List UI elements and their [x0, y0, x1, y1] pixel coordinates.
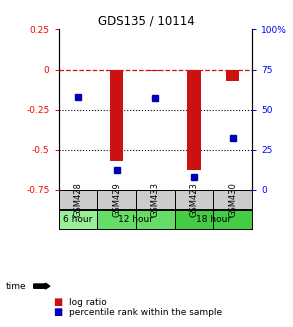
Text: GSM423: GSM423 [190, 182, 198, 217]
Text: log ratio: log ratio [69, 298, 107, 307]
Bar [187, 70, 201, 170]
Bar [226, 70, 239, 81]
Text: GDS135 / 10114: GDS135 / 10114 [98, 15, 195, 28]
Text: ■: ■ [53, 298, 62, 307]
FancyBboxPatch shape [97, 210, 175, 229]
Bar [149, 70, 162, 71]
Text: ■: ■ [53, 307, 62, 317]
Text: 12 hour: 12 hour [118, 215, 154, 224]
Text: GSM428: GSM428 [74, 182, 82, 217]
Bar [110, 70, 123, 161]
Text: GSM430: GSM430 [228, 182, 237, 217]
FancyBboxPatch shape [59, 210, 97, 229]
Text: 6 hour: 6 hour [63, 215, 93, 224]
Text: percentile rank within the sample: percentile rank within the sample [69, 308, 222, 317]
Text: time: time [6, 282, 26, 291]
Text: 18 hour: 18 hour [196, 215, 231, 224]
Text: GSM429: GSM429 [112, 182, 121, 217]
FancyBboxPatch shape [175, 210, 252, 229]
Text: GSM433: GSM433 [151, 182, 160, 217]
